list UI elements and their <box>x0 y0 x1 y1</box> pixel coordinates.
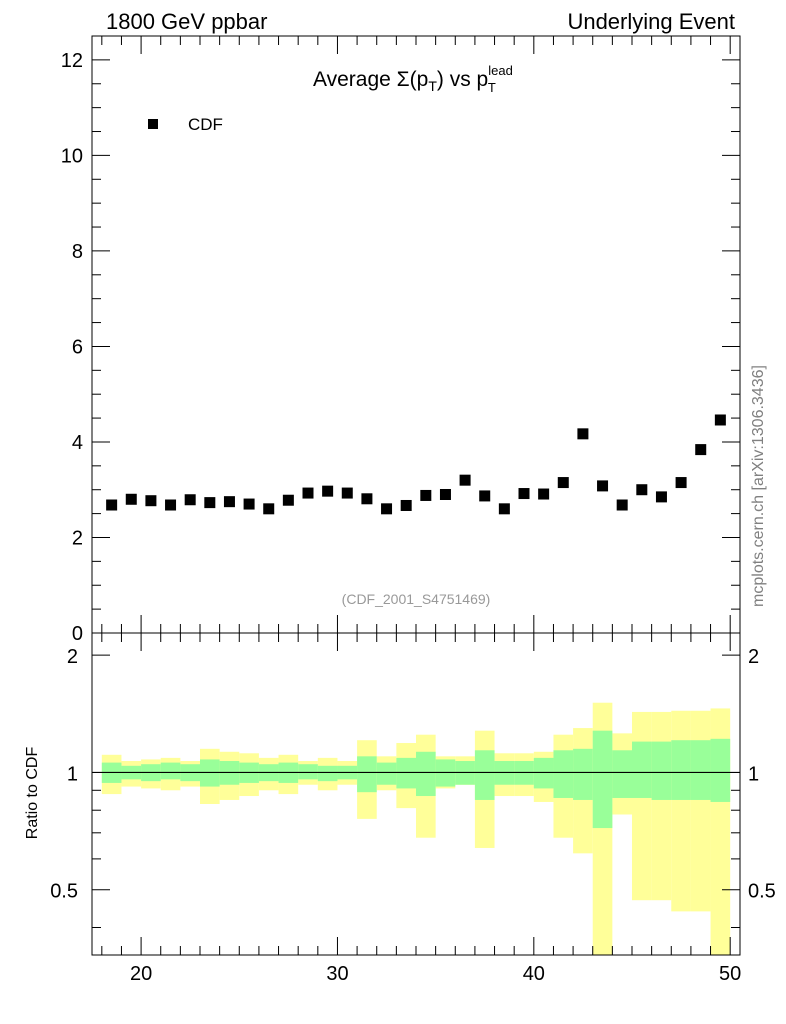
data-point <box>655 491 667 503</box>
data-point <box>145 495 157 507</box>
lower-y-tick-label-right: 2 <box>748 646 759 668</box>
data-point <box>518 488 530 500</box>
data-point <box>361 493 373 505</box>
header-left: 1800 GeV ppbar <box>106 9 267 34</box>
data-point <box>695 444 707 456</box>
upper-y-tick-label: 4 <box>72 432 83 454</box>
upper-y-tick-label: 10 <box>61 145 83 167</box>
data-point <box>597 480 609 492</box>
data-point <box>243 498 255 510</box>
data-point <box>557 477 569 489</box>
header-right: Underlying Event <box>567 9 735 34</box>
data-point <box>616 499 628 511</box>
ratio-band-inner <box>671 740 691 800</box>
data-point <box>714 414 726 426</box>
ratio-band-inner <box>533 757 554 789</box>
legend-label-cdf: CDF <box>188 115 223 134</box>
data-point <box>263 503 275 515</box>
data-point <box>282 494 294 506</box>
ratio-band-inner <box>651 741 672 800</box>
data-point <box>125 493 137 505</box>
watermark: mcplots.cern.ch [arXiv:1306.3436] <box>750 365 767 607</box>
data-point <box>439 488 451 500</box>
ratio-y-axis-label: Ratio to CDF <box>24 747 41 840</box>
data-point <box>479 490 491 502</box>
ratio-band-inner <box>357 756 377 793</box>
ratio-band-inner <box>376 762 397 785</box>
data-point <box>577 428 589 440</box>
lower-y-tick-label-right: 0.5 <box>748 881 776 903</box>
ratio-band-inner <box>416 751 436 797</box>
data-point <box>302 487 314 499</box>
ratio-band-inner <box>298 764 318 780</box>
data-point <box>204 497 216 509</box>
ratio-band-outer <box>651 711 672 901</box>
data-point <box>420 489 432 501</box>
ratio-band-inner <box>632 741 652 798</box>
lower-y-tick-label: 0.5 <box>50 881 78 903</box>
data-point <box>400 499 412 511</box>
data-point <box>223 496 235 508</box>
data-point <box>459 474 471 486</box>
analysis-annotation: (CDF_2001_S4751469) <box>342 591 491 607</box>
x-tick-label: 40 <box>523 963 545 985</box>
ratio-band-inner <box>553 750 574 798</box>
data-point <box>538 488 550 500</box>
ratio-band-inner <box>317 765 338 782</box>
data-point <box>165 499 177 511</box>
data-point <box>341 487 353 499</box>
x-tick-label: 50 <box>719 963 741 985</box>
data-point <box>636 484 648 496</box>
data-point <box>498 503 510 515</box>
ratio-band-inner <box>160 762 181 780</box>
x-tick-label: 20 <box>130 963 152 985</box>
lower-axes: 0.5 0.5 1 1 2 2 20 30 40 50 <box>50 633 776 985</box>
upper-data-series <box>106 414 726 515</box>
x-tick-label: 30 <box>326 963 348 985</box>
lower-y-tick-label: 2 <box>67 646 78 668</box>
ratio-band-inner <box>573 748 593 800</box>
upper-y-tick-label: 2 <box>72 527 83 549</box>
ratio-band-inner <box>710 738 731 802</box>
ratio-bands <box>101 702 731 955</box>
data-point <box>322 485 334 497</box>
lower-panel: 0.5 0.5 1 1 2 2 20 30 40 50 Ratio to CDF <box>24 632 776 985</box>
lower-y-tick-label: 1 <box>67 763 78 785</box>
upper-axes: 0 2 4 6 8 10 12 <box>61 35 740 645</box>
upper-y-tick-label: 8 <box>72 241 83 263</box>
upper-panel: 0 2 4 6 8 10 12 Average Σ(pT) vs plead T CDF (C… <box>61 35 741 645</box>
ratio-band-inner <box>612 750 632 798</box>
legend-marker-cdf <box>148 119 158 129</box>
ratio-band-inner <box>474 750 495 800</box>
ratio-band-inner <box>690 740 711 800</box>
data-point <box>675 477 687 489</box>
data-point <box>381 503 393 515</box>
upper-y-tick-label: 6 <box>72 336 83 358</box>
lower-frame <box>91 632 741 956</box>
chart-title: Average Σ(pT) vs plead T <box>313 63 513 95</box>
data-point <box>184 494 196 506</box>
upper-y-tick-label: 0 <box>72 623 83 645</box>
data-point <box>106 499 118 511</box>
ratio-band-outer <box>632 711 652 901</box>
upper-y-tick-label: 12 <box>61 50 83 72</box>
ratio-band-inner <box>592 730 613 829</box>
lower-y-tick-label-right: 1 <box>748 763 759 785</box>
ratio-band-inner <box>396 757 416 789</box>
